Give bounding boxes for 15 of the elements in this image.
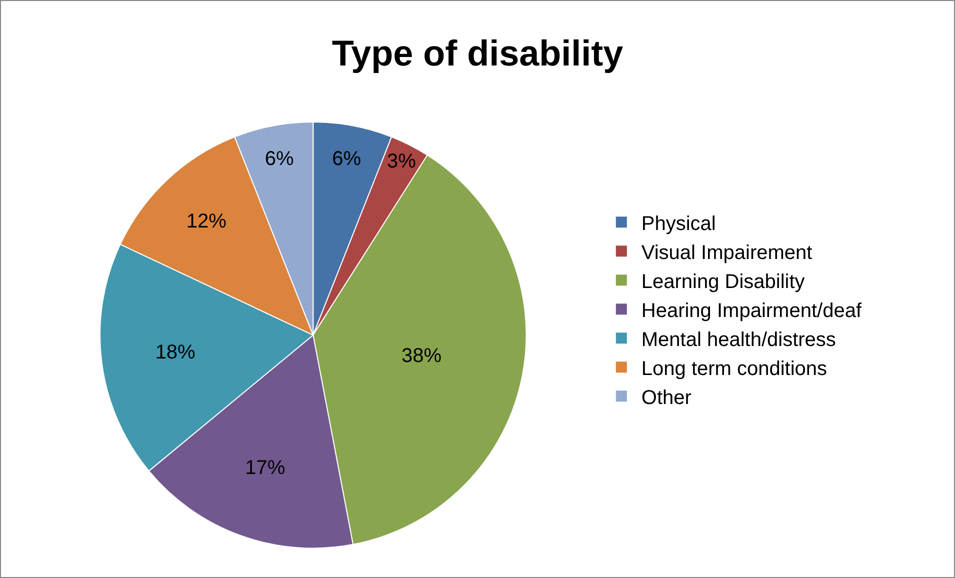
chart-title: Type of disability <box>332 32 624 74</box>
legend-label: Hearing Impairment/deaf <box>641 300 862 322</box>
data-label: 3% <box>386 150 416 173</box>
data-label: 38% <box>401 344 442 367</box>
legend-label: Mental health/distress <box>641 328 836 351</box>
data-label: 18% <box>155 341 196 364</box>
data-label: 17% <box>245 456 286 479</box>
data-label: 12% <box>186 210 227 233</box>
legend-label: Learning Disability <box>641 270 805 293</box>
legend-label: Visual Impairement <box>641 242 813 264</box>
legend-label: Long term conditions <box>641 358 828 380</box>
data-label: 6% <box>332 148 362 170</box>
legend-label: Physical <box>641 212 716 235</box>
data-label: 6% <box>264 148 294 170</box>
legend-label: Other <box>641 386 692 409</box>
